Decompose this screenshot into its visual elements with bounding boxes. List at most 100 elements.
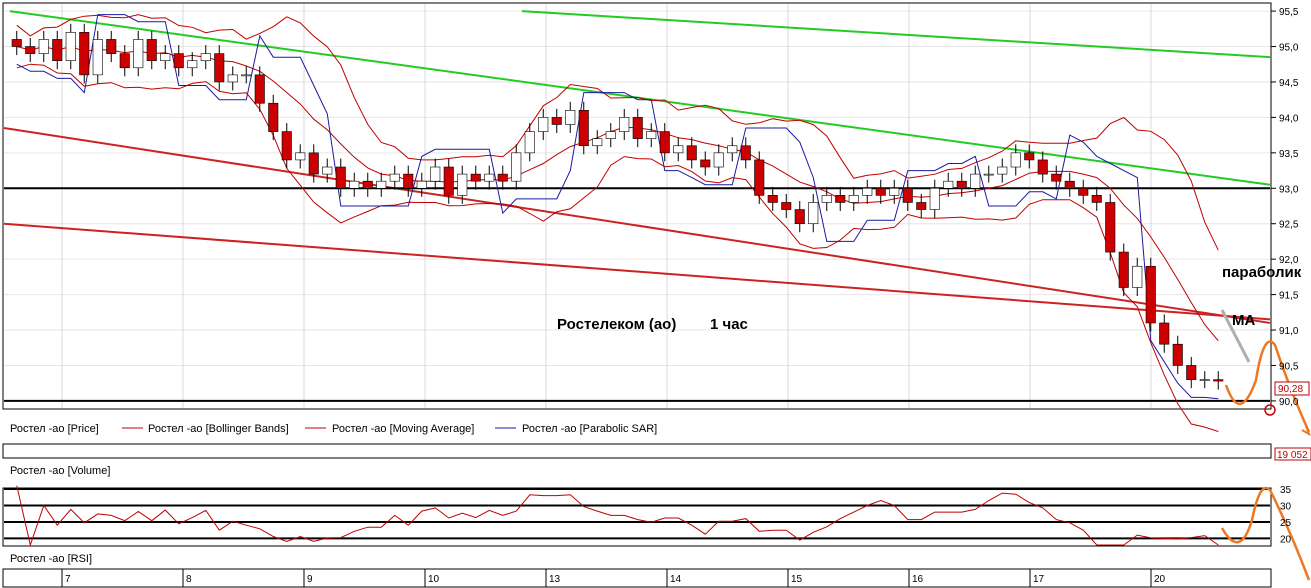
candle-body: [362, 180, 373, 189]
candle-body: [241, 74, 252, 77]
candle-body: [119, 53, 130, 69]
candle-body: [65, 32, 76, 62]
forecast-arrow-icon: [1301, 425, 1311, 437]
annotation-ma: МА: [1232, 312, 1255, 329]
candle-body: [659, 131, 670, 154]
rsi-panel-frame: [2, 487, 1272, 547]
time-tick-label: 9: [307, 574, 313, 585]
candle-body: [79, 32, 90, 76]
volume-value-box: [1274, 447, 1311, 461]
rsi-tick-label: 25: [1280, 518, 1292, 529]
time-axis-frame: [2, 568, 1272, 588]
candles-group: [11, 23, 1224, 390]
rsi-grid: [4, 488, 1270, 540]
candle-body: [38, 39, 49, 54]
price-tick-label: 93,0: [1279, 184, 1299, 195]
candle-body: [943, 180, 954, 189]
time-tick-label: 17: [1033, 574, 1045, 585]
candle-body: [713, 152, 724, 168]
candle-body: [889, 187, 900, 196]
candle-body: [673, 145, 684, 154]
candle-body: [470, 173, 481, 182]
candle-body: [308, 152, 319, 175]
candle-body: [376, 180, 387, 189]
candle-body: [767, 195, 778, 203]
candle-body: [1091, 195, 1102, 203]
volume-value-label: 19 052: [1277, 450, 1308, 461]
time-tick-label: 14: [670, 574, 682, 585]
price-tick-label: 91,5: [1279, 291, 1299, 302]
candle-body: [133, 39, 144, 69]
candle-body: [187, 60, 198, 69]
candle-body: [524, 131, 535, 154]
candle-body: [740, 145, 751, 161]
candle-body: [160, 53, 171, 62]
price-tick-label: 91,0: [1279, 326, 1299, 337]
candle-body: [52, 39, 63, 62]
candle-body: [875, 187, 886, 196]
candle-body: [227, 74, 238, 83]
candle-body: [416, 180, 427, 189]
candle-body: [835, 195, 846, 203]
candle-body: [1145, 265, 1156, 324]
chart-annotation-title: Ростелеком (ао): [557, 316, 676, 333]
last-price-label: 90,28: [1278, 384, 1303, 395]
price-tick-label: 94,5: [1279, 78, 1299, 89]
candle-body: [1051, 173, 1062, 182]
rsi-tick-label: 35: [1280, 485, 1292, 496]
last-price-box: [1274, 381, 1310, 396]
parabolic-sar-line: [16, 14, 1219, 400]
time-tick-label: 16: [912, 574, 924, 585]
bollinger-lower-line: [16, 63, 1219, 432]
candle-body: [254, 74, 265, 104]
candle-body: [511, 152, 522, 182]
candle-body: [1078, 187, 1089, 196]
candle-body: [1024, 152, 1035, 161]
trend-line-green-upper-2: [521, 10, 1271, 59]
candle-body: [592, 138, 603, 147]
candle-body: [25, 46, 36, 54]
rsi-tick-label: 30: [1280, 501, 1292, 512]
rsi-tick-label: 20: [1280, 534, 1292, 545]
candle-body: [1199, 379, 1210, 381]
bollinger-upper-line: [16, 14, 1219, 251]
candle-body: [970, 173, 981, 189]
candle-body: [281, 131, 292, 161]
candle-body: [1159, 322, 1170, 345]
target-circle-icon: [1264, 404, 1276, 416]
time-tick-label: 13: [549, 574, 561, 585]
legend-bb-label: Ростел -ао [Bollinger Bands]: [148, 423, 289, 435]
candle-body: [92, 39, 103, 76]
candle-body: [146, 39, 157, 62]
candle-body: [578, 110, 589, 147]
legend-price-label: Ростел -ао [Price]: [10, 423, 99, 435]
volume-panel-frame: [2, 443, 1272, 459]
candle-body: [349, 180, 360, 189]
legend: Ростел -ао [Price] Ростел -ао [Bollinger…: [10, 423, 657, 435]
candle-body: [430, 166, 441, 182]
time-axis: 7 8 9 10 13 14 15 16 17 20: [61, 569, 1166, 587]
trend-line-red-lower-2: [3, 222, 1271, 321]
candle-body: [848, 195, 859, 203]
rsi-axis: 35 30 25 20: [1280, 485, 1292, 545]
candle-body: [389, 173, 400, 182]
candle-body: [295, 152, 306, 161]
candle-body: [821, 195, 832, 203]
candle-body: [646, 131, 657, 139]
price-axis: 95,5 95,0 94,5 94,0 93,5 93,0 92,5 92,0 91,5 91,0…: [1271, 7, 1299, 408]
rsi-panel-label: Ростел -ао [RSI]: [10, 553, 92, 565]
candle-body: [632, 117, 643, 139]
time-tick-label: 10: [428, 574, 440, 585]
legend-ma-label: Ростел -ао [Moving Average]: [332, 423, 474, 435]
trend-line-red-lower-1: [3, 127, 1271, 324]
candle-body: [727, 145, 738, 154]
time-tick-label: 20: [1154, 574, 1166, 585]
candle-body: [457, 173, 468, 196]
candle-body: [1172, 343, 1183, 366]
price-tick-label: 90,0: [1279, 397, 1299, 408]
candle-body: [1010, 152, 1021, 168]
price-tick-label: 95,0: [1279, 43, 1299, 54]
annotation-parabolic: параболик: [1222, 264, 1302, 281]
rsi-forecast-curve: [1220, 486, 1311, 581]
